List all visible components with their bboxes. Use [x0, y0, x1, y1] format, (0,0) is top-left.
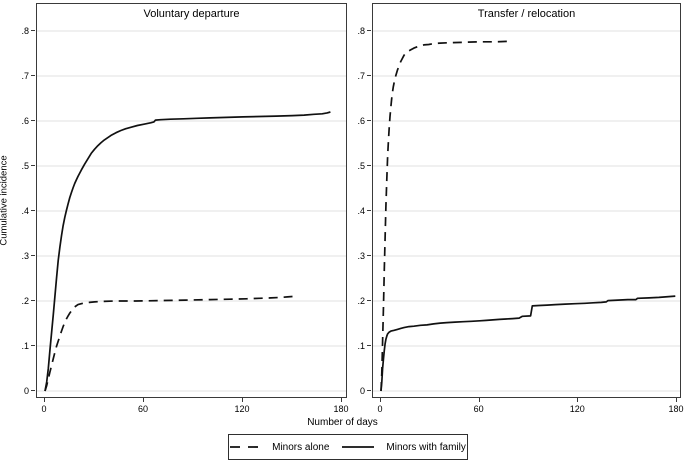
x-tick-label: 0	[377, 404, 383, 414]
y-tick-label: .1	[357, 340, 365, 351]
x-tick-mark	[577, 398, 579, 402]
y-tick-mark	[31, 345, 35, 346]
y-tick-label: .1	[21, 340, 29, 351]
y-tick-label: .4	[21, 205, 29, 216]
solid-line-sample	[342, 446, 375, 448]
y-tick-label: .6	[21, 115, 29, 126]
y-axis-label: Cumulative incidence	[0, 155, 10, 246]
series-line-solid	[44, 111, 331, 392]
panel-plot-svg	[373, 30, 680, 392]
x-tick-mark	[675, 398, 677, 402]
y-tick-mark	[367, 210, 371, 211]
x-tick-mark	[242, 398, 243, 402]
y-tick-label: .2	[357, 295, 365, 306]
legend-item-minors-with-family: Minors with family	[342, 441, 466, 453]
x-tick-mark	[341, 398, 342, 402]
y-tick-mark	[367, 255, 371, 256]
legend-label: Minors with family	[386, 441, 466, 453]
x-tick-mark	[478, 398, 480, 402]
y-tick-mark	[31, 390, 35, 391]
x-tick-label: 0	[41, 404, 47, 414]
x-tick-label: 180	[333, 404, 349, 414]
y-tick-label: .5	[21, 160, 29, 171]
x-tick-label: 120	[569, 404, 585, 414]
y-tick-mark	[31, 210, 35, 211]
y-tick-mark	[367, 345, 371, 346]
x-tick-mark	[143, 398, 144, 402]
y-tick-mark	[31, 120, 35, 121]
series-line-solid	[380, 295, 676, 392]
y-tick-label: .2	[21, 295, 29, 306]
y-tick-mark	[367, 75, 371, 76]
x-tick-label: 180	[668, 404, 684, 414]
y-tick-label: .8	[21, 25, 29, 36]
legend-label: Minors alone	[272, 441, 330, 453]
legend-box: Minors alone Minors with family	[228, 434, 468, 460]
y-tick-label: .8	[357, 25, 365, 36]
x-tick-label: 60	[137, 404, 149, 414]
panel-plot-svg	[37, 30, 346, 392]
y-tick-mark	[31, 165, 35, 166]
y-tick-label: 0	[23, 385, 29, 396]
y-tick-label: .5	[357, 160, 365, 171]
panel-title: Voluntary departure	[143, 8, 240, 20]
x-axis-label: Number of days	[307, 417, 378, 428]
x-tick-mark	[380, 398, 381, 402]
y-tick-label: .7	[357, 70, 365, 81]
y-tick-mark	[367, 300, 371, 301]
y-tick-label: 0	[359, 385, 365, 396]
x-tick-label: 120	[234, 404, 250, 414]
y-tick-mark	[31, 300, 35, 301]
y-tick-label: .7	[21, 70, 29, 81]
y-tick-label: .3	[21, 250, 29, 261]
y-tick-label: .6	[357, 115, 365, 126]
series-line-dashed	[380, 40, 510, 392]
y-tick-mark	[367, 390, 371, 391]
panel-voluntary-departure: Voluntary departure	[36, 3, 347, 398]
panel-transfer-relocation: Transfer / relocation	[372, 3, 681, 398]
y-tick-label: .3	[357, 250, 365, 261]
dashed-line-sample	[230, 446, 261, 448]
y-tick-label: .4	[357, 205, 365, 216]
series-line-dashed	[44, 295, 293, 392]
x-tick-label: 60	[473, 404, 484, 414]
y-tick-mark	[367, 165, 371, 166]
y-tick-mark	[31, 30, 35, 31]
y-tick-mark	[31, 75, 35, 76]
x-tick-mark	[44, 398, 45, 402]
legend-item-minors-alone: Minors alone	[230, 442, 329, 453]
panel-title: Transfer / relocation	[477, 8, 576, 20]
y-tick-mark	[367, 30, 371, 31]
y-tick-mark	[367, 120, 371, 121]
y-tick-mark	[31, 255, 35, 256]
